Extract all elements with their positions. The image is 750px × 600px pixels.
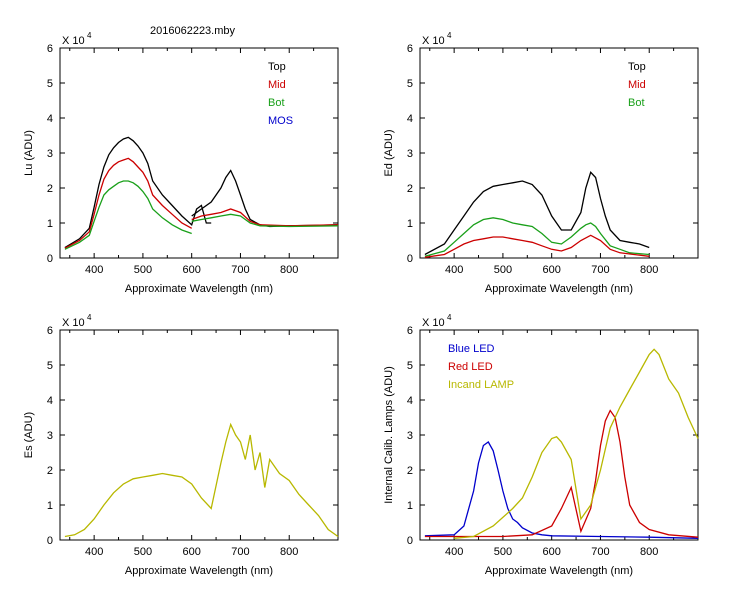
legend-entry: MOS: [268, 115, 293, 127]
x-axis-label: Approximate Wavelength (nm): [485, 283, 633, 295]
y-tick-label: 0: [407, 253, 413, 265]
y-scale-exponent: 4: [447, 313, 452, 322]
y-tick-label: 2: [47, 465, 53, 477]
y-tick-label: 2: [407, 183, 413, 195]
x-tick-label: 700: [591, 264, 609, 276]
y-scale-label: X 10: [62, 317, 85, 329]
series-line-top-right-: [191, 169, 339, 228]
series-line-incand-lamp: [454, 348, 699, 539]
y-tick-label: 1: [407, 500, 413, 512]
legend-entry: Top: [268, 61, 286, 73]
x-tick-label: 800: [640, 546, 658, 558]
series-line-red-led: [424, 409, 699, 538]
y-scale-exponent: 4: [87, 31, 92, 40]
y-tick-label: 6: [47, 325, 53, 337]
y-tick-label: 5: [407, 360, 413, 372]
series-line-bot-right-: [191, 213, 339, 228]
figure-title: 2016062223.mby: [150, 25, 236, 37]
legend-entry: Mid: [628, 79, 646, 91]
x-tick-label: 400: [85, 546, 103, 558]
y-axis-label: Ed (ADU): [383, 129, 395, 176]
y-tick-label: 4: [407, 395, 413, 407]
y-tick-label: 1: [407, 218, 413, 230]
x-tick-label: 700: [591, 546, 609, 558]
y-scale-exponent: 4: [447, 31, 452, 40]
series-line-top: [64, 136, 212, 249]
y-tick-label: 2: [47, 183, 53, 195]
series-line-bot: [64, 180, 192, 250]
y-tick-label: 5: [407, 78, 413, 90]
x-tick-label: 600: [183, 546, 201, 558]
x-axis-label: Approximate Wavelength (nm): [485, 565, 633, 577]
x-tick-label: 400: [445, 264, 463, 276]
series-line-top: [424, 171, 650, 256]
y-tick-label: 1: [47, 500, 53, 512]
y-scale-exponent: 4: [87, 313, 92, 322]
series-line-mid: [64, 157, 193, 249]
series-line-bot: [424, 217, 650, 257]
x-axis-label: Approximate Wavelength (nm): [125, 283, 273, 295]
y-tick-label: 3: [407, 148, 413, 160]
y-tick-label: 0: [47, 253, 53, 265]
y-scale-label: X 10: [62, 35, 85, 47]
x-tick-label: 500: [494, 264, 512, 276]
legend-entry: Blue LED: [448, 343, 495, 355]
y-tick-label: 4: [47, 113, 53, 125]
y-tick-label: 6: [47, 43, 53, 55]
legend-entry: Bot: [628, 97, 645, 109]
legend-entry: Red LED: [448, 361, 493, 373]
x-tick-label: 800: [640, 264, 658, 276]
legend-entry: Incand LAMP: [448, 379, 514, 391]
series-line-blue-led: [424, 441, 699, 539]
series-line-mid-right-: [191, 208, 339, 227]
y-tick-label: 5: [47, 360, 53, 372]
y-tick-label: 3: [47, 148, 53, 160]
y-tick-label: 4: [407, 113, 413, 125]
x-tick-label: 500: [134, 546, 152, 558]
legend-entry: Bot: [268, 97, 285, 109]
y-tick-label: 5: [47, 78, 53, 90]
x-tick-label: 800: [280, 264, 298, 276]
y-tick-label: 2: [407, 465, 413, 477]
y-tick-label: 0: [47, 535, 53, 547]
x-tick-label: 600: [543, 264, 561, 276]
y-tick-label: 0: [407, 535, 413, 547]
x-tick-label: 500: [494, 546, 512, 558]
series-line-mid: [424, 234, 650, 258]
x-tick-label: 600: [543, 546, 561, 558]
y-tick-label: 6: [407, 325, 413, 337]
y-scale-label: X 10: [422, 317, 445, 329]
y-tick-label: 3: [407, 430, 413, 442]
x-tick-label: 500: [134, 264, 152, 276]
y-tick-label: 4: [47, 395, 53, 407]
y-axis-label: Internal Calib. Lamps (ADU): [383, 366, 395, 504]
x-tick-label: 800: [280, 546, 298, 558]
y-tick-label: 3: [47, 430, 53, 442]
x-axis-label: Approximate Wavelength (nm): [125, 565, 273, 577]
legend-entry: Top: [628, 61, 646, 73]
legend-entry: Mid: [268, 79, 286, 91]
x-tick-label: 700: [231, 546, 249, 558]
y-axis-label: Lu (ADU): [23, 130, 35, 176]
x-tick-label: 400: [445, 546, 463, 558]
x-tick-label: 700: [231, 264, 249, 276]
x-tick-label: 400: [85, 264, 103, 276]
series-line-es: [64, 422, 339, 538]
y-tick-label: 6: [407, 43, 413, 55]
y-tick-label: 1: [47, 218, 53, 230]
x-tick-label: 600: [183, 264, 201, 276]
y-axis-label: Es (ADU): [23, 412, 35, 458]
y-scale-label: X 10: [422, 35, 445, 47]
